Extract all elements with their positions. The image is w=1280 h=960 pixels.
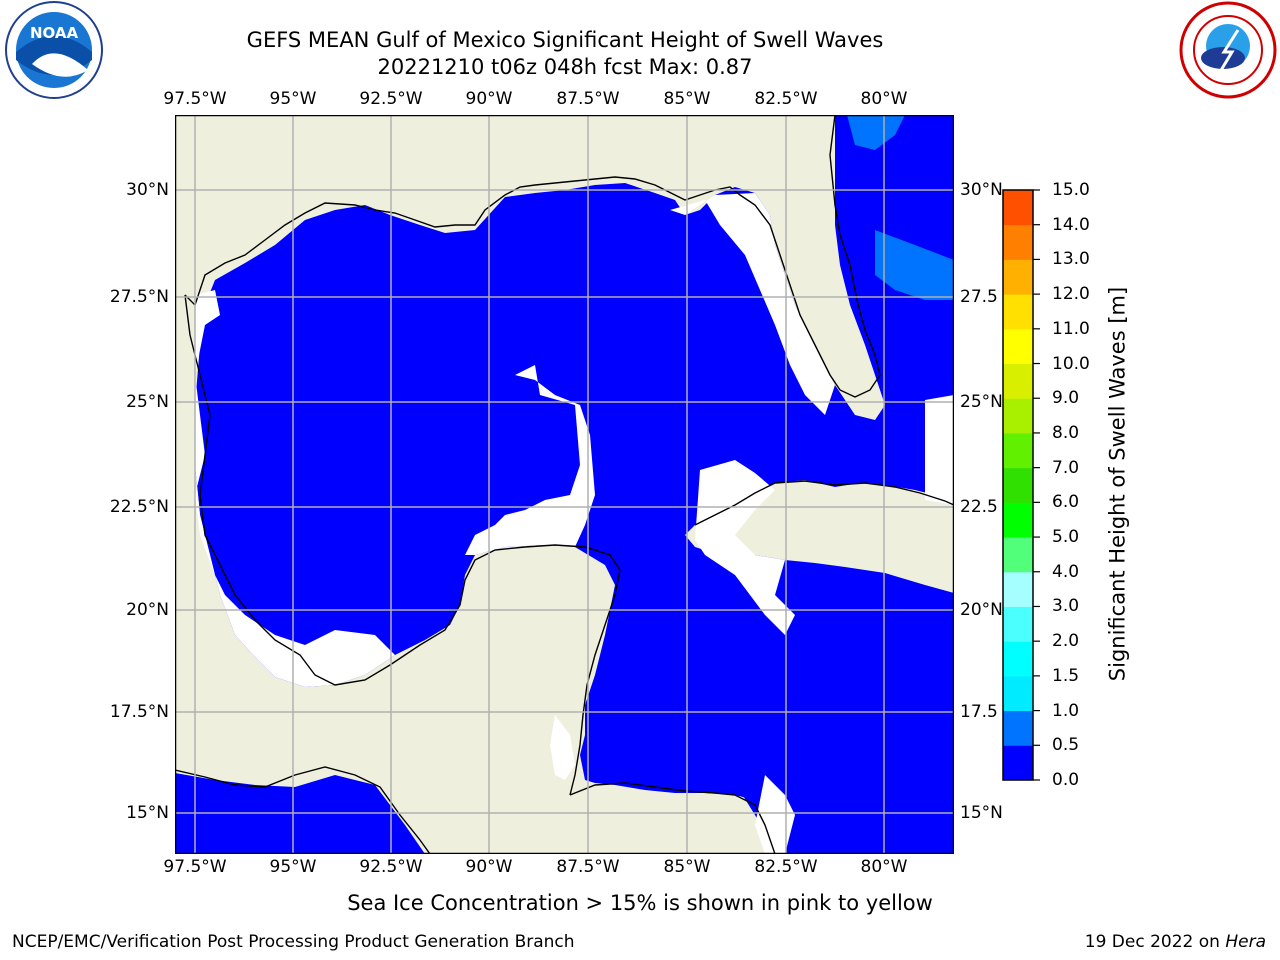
colorbar-swatch — [1003, 398, 1033, 434]
colorbar-swatch — [1003, 641, 1033, 677]
map-title: GEFS MEAN Gulf of Mexico Significant Hei… — [246, 28, 884, 52]
colorbar-swatch — [1003, 745, 1033, 781]
colorbar-swatch — [1003, 432, 1033, 469]
colorbar-swatch — [1003, 294, 1033, 330]
coastline — [184, 115, 881, 398]
map-frame — [175, 115, 954, 854]
colorbar-swatch — [1003, 190, 1033, 226]
longitude-label: 80°W — [860, 89, 908, 109]
latitude-label: 15°N — [126, 803, 169, 823]
colorbar-swatch — [1003, 675, 1033, 712]
longitude-label: 92.5°W — [359, 89, 423, 109]
noaa-logo-text: NOAA — [30, 24, 79, 42]
map-subtitle: 20221210 t06z 048h fcst Max: 0.87 — [377, 55, 753, 79]
colorbar-tick-label: 2.0 — [1052, 631, 1080, 652]
noaa-logo: NOAA — [5, 1, 103, 99]
no-data-area — [670, 193, 835, 415]
colorbar-tick-label: 15.0 — [1052, 180, 1090, 200]
colorbar-tick-label: 4.0 — [1052, 561, 1080, 582]
footer-date: 19 Dec 2022 on Hera — [1085, 932, 1266, 952]
latitude-label: 22.5°N — [109, 497, 169, 517]
longitude-label: 97.5°W — [163, 89, 227, 109]
coastline — [175, 766, 431, 854]
colorbar-tick-label: 13.0 — [1052, 249, 1090, 270]
latitude-label: 20°N — [126, 600, 169, 620]
longitude-label: 92.5°W — [359, 857, 423, 877]
latitude-label: 27.5°N — [109, 287, 169, 307]
colorbar-swatch — [1003, 502, 1033, 538]
colorbar-tick-label: 8.0 — [1052, 422, 1080, 443]
colorbar-swatch — [1003, 710, 1033, 746]
latitude-label: 25°N — [126, 392, 169, 412]
footer-date-text: 19 Dec 2022 on — [1084, 932, 1226, 952]
colorbar-swatch — [1003, 363, 1033, 399]
colorbar — [1002, 189, 1040, 781]
coastline — [184, 294, 621, 796]
latitude-label: 25°N — [960, 392, 1003, 412]
longitude-label: 90°W — [465, 857, 513, 877]
colorbar-tick-label: 9.0 — [1052, 388, 1080, 409]
longitude-label: 95°W — [269, 89, 317, 109]
colorbar-swatch — [1003, 467, 1033, 503]
longitude-label: 97.5°W — [163, 857, 227, 877]
latitude-label: 22.5 — [960, 497, 998, 517]
colorbar-tick-label: 6.0 — [1052, 492, 1080, 513]
colorbar-tick-label: 0.5 — [1052, 735, 1080, 756]
colorbar-tick-label: 11.0 — [1052, 318, 1090, 339]
no-data-area — [550, 715, 575, 780]
colorbar-tick-label: 12.0 — [1052, 284, 1090, 305]
colorbar-swatch — [1003, 224, 1033, 260]
latitude-label: 17.5°N — [109, 702, 169, 722]
colorbar-tick-label: 10.0 — [1052, 353, 1090, 374]
no-data-area — [195, 290, 395, 687]
longitude-label: 87.5°W — [556, 857, 620, 877]
colorbar-swatch — [1003, 259, 1033, 295]
longitude-label: 85°W — [663, 89, 711, 109]
colorbar-swatch — [1003, 606, 1033, 642]
latitude-label: 20°N — [960, 600, 1003, 620]
sea-ice-note: Sea Ice Concentration > 15% is shown in … — [347, 891, 933, 915]
latitude-label: 30°N — [126, 180, 169, 200]
colorbar-label: Significant Height of Swell Waves [m] — [1105, 286, 1130, 682]
no-data-area — [925, 395, 954, 505]
longitude-label: 82.5°W — [754, 89, 818, 109]
colorbar-tick-label: 5.0 — [1052, 527, 1080, 548]
atlantic-swell-patch — [875, 230, 954, 300]
latitude-label: 30°N — [960, 180, 1003, 200]
no-data-area — [755, 775, 795, 854]
latitude-label: 27.5 — [960, 287, 998, 307]
colorbar-tick-label: 0.0 — [1052, 770, 1080, 790]
longitude-label: 80°W — [860, 857, 908, 877]
colorbar-tick-label: 3.0 — [1052, 596, 1080, 617]
nws-logo — [1179, 1, 1277, 99]
footer-credit: NCEP/EMC/Verification Post Processing Pr… — [12, 932, 575, 952]
latitude-label: 15°N — [960, 803, 1003, 823]
colorbar-swatch — [1003, 537, 1033, 573]
gulf-of-mexico-map — [175, 115, 954, 854]
no-data-area — [695, 460, 795, 635]
colorbar-tick-label: 14.0 — [1052, 214, 1090, 235]
atlantic-swell-patch — [847, 115, 905, 150]
longitude-label: 85°W — [663, 857, 711, 877]
colorbar-tick-label: 1.5 — [1052, 665, 1080, 686]
colorbar-swatch — [1003, 328, 1033, 365]
colorbar-frame — [1002, 189, 1034, 781]
coastline — [569, 782, 776, 854]
footer-host: Hera — [1225, 932, 1266, 952]
gridlines — [175, 115, 954, 854]
colorbar-swatch — [1003, 571, 1033, 607]
longitude-label: 87.5°W — [556, 89, 620, 109]
latitude-label: 17.5 — [960, 702, 998, 722]
longitude-label: 82.5°W — [754, 857, 818, 877]
colorbar-tick-label: 1.0 — [1052, 700, 1080, 721]
longitude-label: 90°W — [465, 89, 513, 109]
longitude-label: 95°W — [269, 857, 317, 877]
colorbar-tick-label: 7.0 — [1052, 457, 1080, 478]
